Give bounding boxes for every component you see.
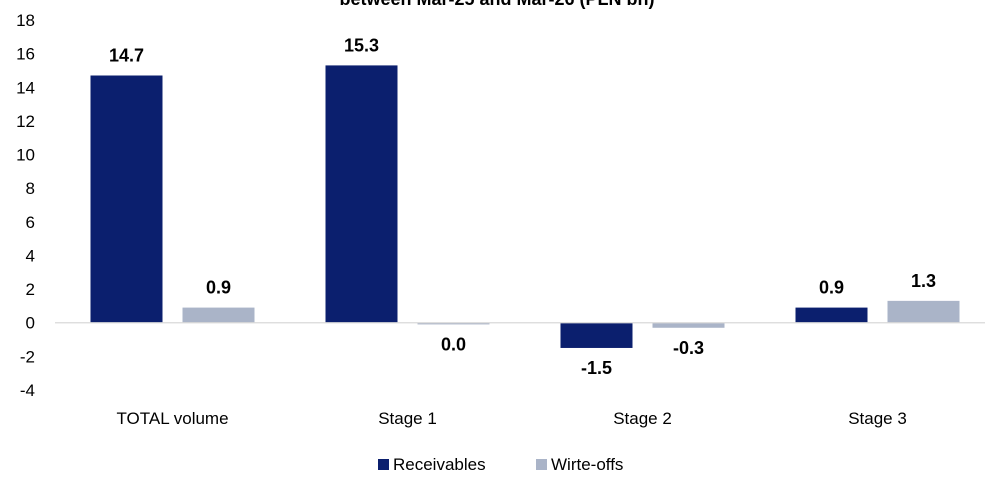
x-tick-label: Stage 2 xyxy=(613,409,672,428)
bar-receivables xyxy=(90,75,163,323)
data-label: 1.3 xyxy=(911,271,936,291)
bar-wirte-offs xyxy=(652,322,725,328)
data-label: -1.5 xyxy=(581,358,612,378)
y-tick-label: 2 xyxy=(26,280,35,299)
y-tick-label: -4 xyxy=(20,381,35,400)
y-tick-label: 16 xyxy=(16,45,35,64)
y-tick-label: 12 xyxy=(16,112,35,131)
bar-wirte-offs xyxy=(182,307,255,323)
bar-receivables xyxy=(325,65,398,323)
legend-swatch xyxy=(378,459,389,470)
bars-group xyxy=(90,65,960,348)
x-tick-label: Stage 1 xyxy=(378,409,437,428)
bar-wirte-offs xyxy=(417,322,490,325)
x-tick-label: TOTAL volume xyxy=(116,409,228,428)
bar-receivables xyxy=(795,307,868,323)
y-tick-label: 14 xyxy=(16,78,35,97)
data-label: 0.9 xyxy=(819,278,844,298)
data-label: 0.0 xyxy=(441,334,466,354)
chart-title: between Mar-25 and Mar-26 (PLN bn) xyxy=(339,0,654,9)
legend-swatch xyxy=(536,459,547,470)
y-tick-label: 6 xyxy=(26,213,35,232)
data-labels-group: 14.7 0.9 15.3 0.0 -1.5 -0.3 0.9 1.3 xyxy=(109,35,936,378)
data-label: 14.7 xyxy=(109,46,144,66)
y-tick-label: 4 xyxy=(26,246,35,265)
y-tick-label: -2 xyxy=(20,347,35,366)
y-axis: 18 16 14 12 10 8 6 4 2 0 -2 -4 xyxy=(16,11,35,400)
legend-label: Wirte-offs xyxy=(551,455,623,474)
y-tick-label: 10 xyxy=(16,146,35,165)
data-label: 0.9 xyxy=(206,278,231,298)
legend: Receivables Wirte-offs xyxy=(378,455,623,474)
bar-receivables xyxy=(560,322,633,348)
bar-wirte-offs xyxy=(887,300,960,323)
y-tick-label: 0 xyxy=(26,314,35,333)
y-tick-label: 18 xyxy=(16,11,35,30)
data-label: -0.3 xyxy=(673,338,704,358)
y-tick-label: 8 xyxy=(26,179,35,198)
x-tick-label: Stage 3 xyxy=(848,409,907,428)
x-axis: TOTAL volume Stage 1 Stage 2 Stage 3 xyxy=(116,409,906,428)
legend-label: Receivables xyxy=(393,455,486,474)
data-label: 15.3 xyxy=(344,35,379,55)
